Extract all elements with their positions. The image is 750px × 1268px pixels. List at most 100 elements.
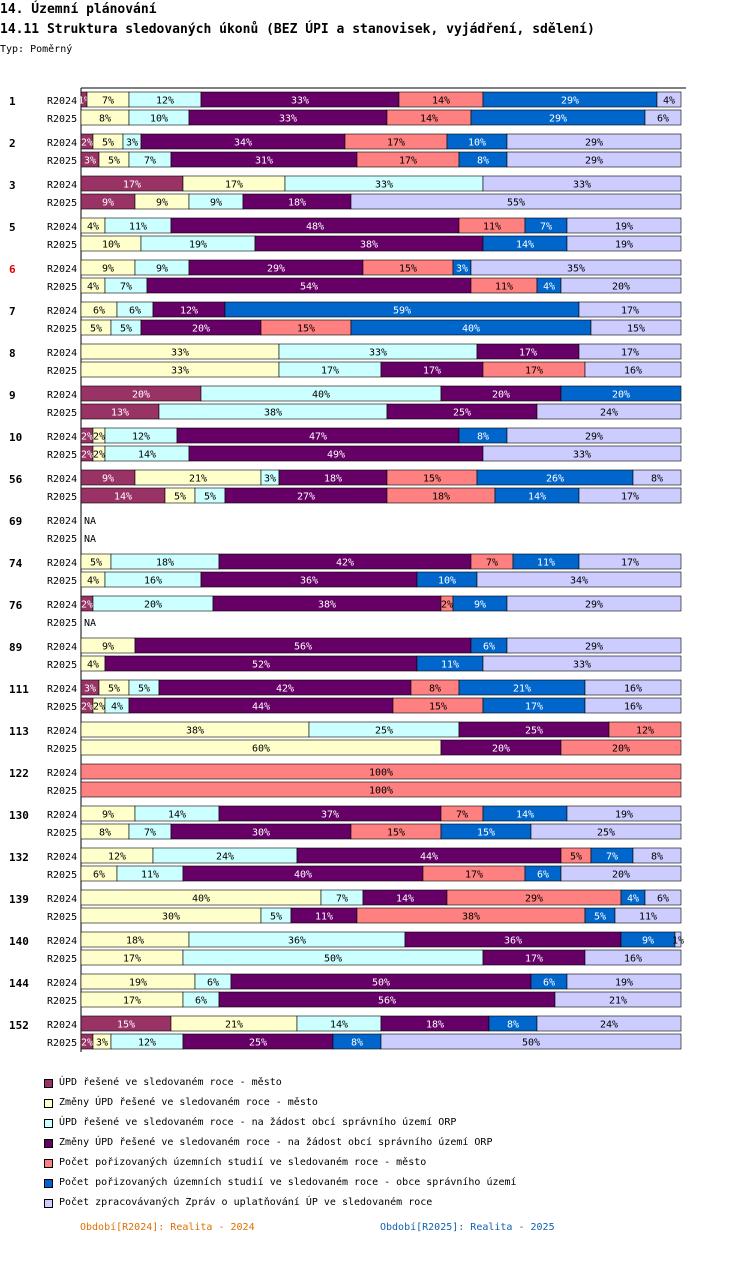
data-label: 29% [585,138,603,149]
bar-segment [608,721,682,738]
category-label: 74 [9,557,23,570]
data-label: 38% [264,408,282,419]
data-label: 56% [378,996,396,1007]
data-label: 20% [612,744,630,755]
data-label: 19% [615,978,633,989]
data-label: 33% [375,180,393,191]
data-label: 29% [585,600,603,611]
na-label: NA [84,534,96,545]
period-tick-label: R2024 [47,558,77,569]
period-tick-label: R2025 [47,114,77,125]
legend-swatch [44,1199,53,1208]
data-label: 7% [540,222,552,233]
data-label: 12% [156,96,174,107]
data-label: 42% [336,558,354,569]
data-label: 40% [294,870,312,881]
bar-segment [584,697,682,714]
period-tick-label: R2024 [47,684,77,695]
data-label: 14% [516,810,534,821]
na-label: NA [84,516,96,527]
data-label: 14% [168,810,186,821]
category-label: 9 [9,389,16,402]
data-label: 33% [171,366,189,377]
period-tick-label: R2024 [47,180,77,191]
data-label: 2% [81,450,93,461]
data-label: 50% [372,978,390,989]
data-label: 59% [393,306,411,317]
legend-swatch [44,1139,53,1148]
data-label: 6% [543,978,555,989]
category-label: 130 [9,809,29,822]
data-label: 5% [594,912,606,923]
data-label: 16% [144,576,162,587]
period-tick-label: R2024 [47,264,77,275]
data-label: 21% [609,996,627,1007]
period-tick-label: R2024 [47,642,77,653]
legend-swatch [44,1119,53,1128]
data-label: 4% [543,282,555,293]
data-label: 2% [81,1038,93,1049]
data-label: 18% [432,492,450,503]
legend-swatch [44,1179,53,1188]
legend-swatch [44,1159,53,1168]
data-label: 14% [528,492,546,503]
data-label: 52% [252,660,270,671]
legend-label: ÚPD řešené ve sledovaném roce - na žádos… [59,1117,457,1128]
data-label: 5% [108,156,120,167]
data-label: 9% [156,264,168,275]
data-label: 8% [651,474,663,485]
data-label: 8% [477,432,489,443]
data-label: 12% [180,306,198,317]
legend-swatch [44,1099,53,1108]
data-label: 25% [597,828,615,839]
data-label: 10% [102,240,120,251]
period-tick-label: R2025 [47,408,77,419]
data-label: 38% [318,600,336,611]
data-label: 17% [321,366,339,377]
bar-segment [560,385,682,402]
category-label: 6 [9,263,16,276]
data-label: 8% [507,1020,519,1031]
data-label: 33% [573,660,591,671]
data-label: 29% [585,156,603,167]
period-label-2025: Období[R2025]: Realita - 2025 [380,1222,555,1233]
period-tick-label: R2025 [47,492,77,503]
data-label: 4% [87,660,99,671]
na-label: NA [84,618,96,629]
data-label: 9% [102,198,114,209]
bar-segment [578,487,682,504]
data-label: 18% [126,936,144,947]
bar-segment [506,595,682,612]
data-label: 2% [81,138,93,149]
bar-segment [644,889,682,906]
data-label: 2% [81,432,93,443]
data-label: 38% [462,912,480,923]
data-label: 24% [600,408,618,419]
data-label: 11% [141,870,159,881]
period-tick-label: R2024 [47,810,77,821]
data-label: 5% [138,684,150,695]
data-label: 11% [639,912,657,923]
data-label: 17% [225,180,243,191]
data-label: 18% [288,198,306,209]
period-tick-label: R2024 [47,306,77,317]
data-label: 18% [324,474,342,485]
data-label: 4% [87,576,99,587]
bar-segment [536,403,682,420]
data-label: 20% [192,324,210,335]
data-label: 15% [387,828,405,839]
data-label: 15% [117,1020,135,1031]
data-label: 5% [570,852,582,863]
legend-label: Počet pořizovaných územních studií ve sl… [59,1177,517,1188]
bar-segment [656,91,682,108]
period-tick-label: R2025 [47,870,77,881]
data-label: 11% [495,282,513,293]
data-label: 14% [432,96,450,107]
data-label: 17% [123,996,141,1007]
data-label: 34% [234,138,252,149]
period-tick-label: R2025 [47,282,77,293]
data-label: 17% [621,558,639,569]
data-label: 17% [123,180,141,191]
period-tick-label: R2025 [47,660,77,671]
data-label: 16% [624,366,642,377]
